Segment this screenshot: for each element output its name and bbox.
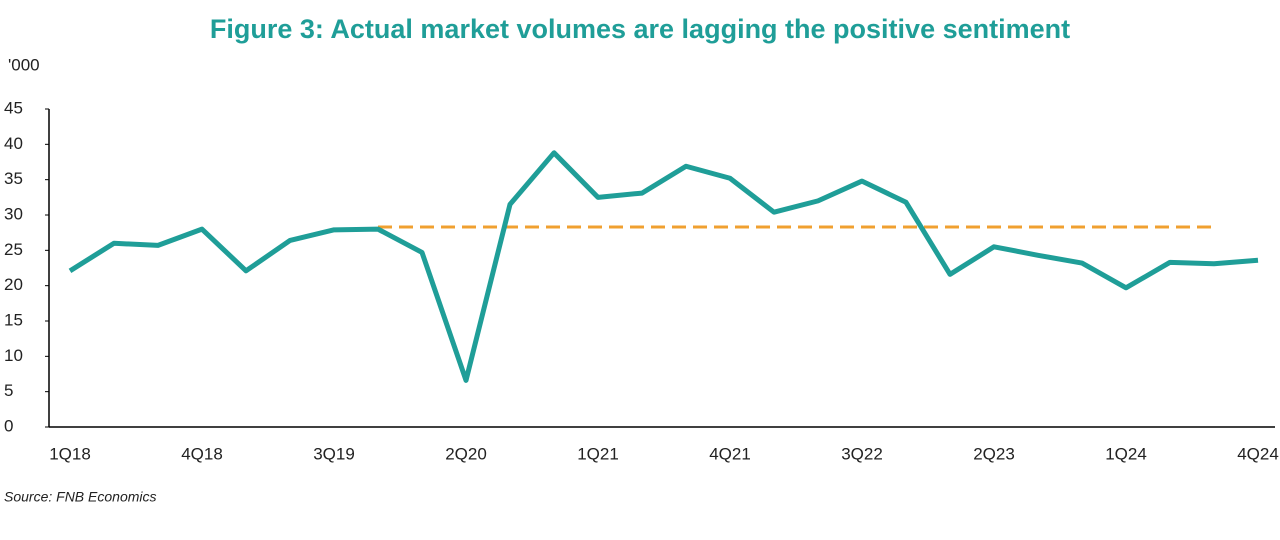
y-tick-label: 45 (4, 98, 23, 117)
y-tick-label: 15 (4, 310, 23, 329)
series-line (68, 150, 1259, 383)
x-tick-label: 1Q18 (49, 444, 91, 463)
y-tick-label: 20 (4, 275, 23, 294)
x-tick-label: 4Q24 (1237, 444, 1279, 463)
x-tick-label: 1Q21 (577, 444, 619, 463)
y-tick-label: 0 (4, 416, 13, 435)
x-tick-label: 3Q22 (841, 444, 883, 463)
y-axis-label: '000 (8, 55, 40, 74)
source: Source: FNB Economics (4, 489, 157, 505)
x-tick-label: 3Q19 (313, 444, 355, 463)
x-tick-label: 2Q23 (973, 444, 1015, 463)
y-tick-label: 25 (4, 240, 23, 259)
chart-title: Figure 3: Actual market volumes are lagg… (210, 14, 1070, 44)
y-tick-label: 5 (4, 381, 13, 400)
x-tick-label: 4Q21 (709, 444, 751, 463)
x-tick-label: 4Q18 (181, 444, 223, 463)
x-tick-label: 2Q20 (445, 444, 487, 463)
x-tick-label: 1Q24 (1105, 444, 1147, 463)
y-tick-label: 40 (4, 134, 23, 153)
y-tick-label: 35 (4, 169, 23, 188)
y-tick-label: 10 (4, 346, 23, 365)
y-tick-label: 30 (4, 204, 23, 223)
